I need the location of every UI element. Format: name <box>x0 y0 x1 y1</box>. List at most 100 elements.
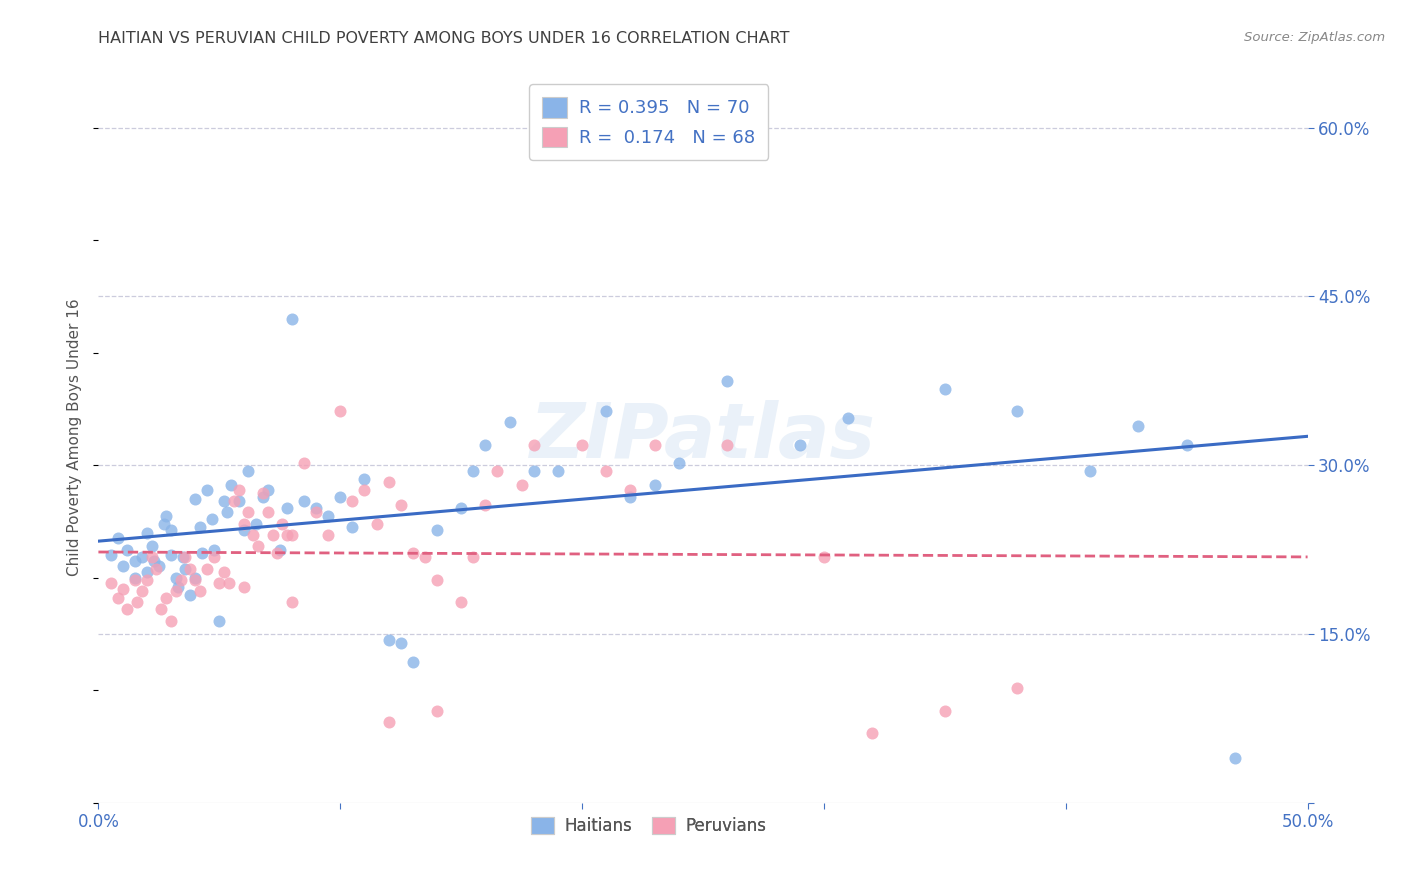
Point <box>329 404 352 418</box>
Point <box>329 490 352 504</box>
Point <box>124 554 146 568</box>
Point <box>1007 681 1029 695</box>
Point <box>281 312 304 326</box>
Point <box>644 478 666 492</box>
Point <box>281 528 304 542</box>
Point <box>276 528 298 542</box>
Point <box>184 491 207 506</box>
Legend: Haitians, Peruvians: Haitians, Peruvians <box>524 811 773 842</box>
Point <box>107 532 129 546</box>
Text: ZIPatlas: ZIPatlas <box>530 401 876 474</box>
Point <box>135 565 157 579</box>
Point <box>377 475 399 489</box>
Point <box>281 595 304 609</box>
Point <box>160 524 183 538</box>
Point <box>160 614 183 628</box>
Point <box>619 483 641 497</box>
Point <box>174 562 197 576</box>
Point <box>366 516 388 531</box>
Point <box>135 573 157 587</box>
Point <box>245 516 267 531</box>
Point <box>486 464 509 478</box>
Point <box>252 486 274 500</box>
Point <box>172 550 194 565</box>
Point <box>292 494 315 508</box>
Point <box>256 506 278 520</box>
Point <box>837 411 859 425</box>
Point <box>135 525 157 540</box>
Point <box>271 516 294 531</box>
Point <box>292 456 315 470</box>
Point <box>111 559 134 574</box>
Point <box>305 506 328 520</box>
Point <box>150 602 173 616</box>
Point <box>212 565 235 579</box>
Point <box>1175 438 1198 452</box>
Point <box>716 438 738 452</box>
Point <box>668 456 690 470</box>
Point <box>377 632 399 647</box>
Point <box>215 506 238 520</box>
Point <box>342 494 364 508</box>
Point <box>450 595 472 609</box>
Point <box>208 614 231 628</box>
Point <box>266 546 288 560</box>
Point <box>252 490 274 504</box>
Point <box>191 546 214 560</box>
Point <box>141 550 163 565</box>
Point <box>218 576 240 591</box>
Point <box>1078 464 1101 478</box>
Point <box>179 588 201 602</box>
Point <box>117 602 139 616</box>
Point <box>389 636 412 650</box>
Point <box>169 573 191 587</box>
Point <box>100 548 122 562</box>
Point <box>155 591 177 605</box>
Point <box>716 374 738 388</box>
Point <box>389 498 412 512</box>
Point <box>463 464 485 478</box>
Point <box>238 506 260 520</box>
Point <box>195 483 218 497</box>
Point <box>124 571 146 585</box>
Point <box>201 512 224 526</box>
Point <box>184 571 207 585</box>
Point <box>131 550 153 565</box>
Point <box>305 500 328 515</box>
Point <box>402 655 425 669</box>
Point <box>208 576 231 591</box>
Point <box>262 528 284 542</box>
Point <box>127 595 149 609</box>
Text: Source: ZipAtlas.com: Source: ZipAtlas.com <box>1244 31 1385 45</box>
Point <box>184 573 207 587</box>
Point <box>143 554 166 568</box>
Point <box>426 573 449 587</box>
Point <box>1223 751 1246 765</box>
Point <box>238 464 260 478</box>
Point <box>152 516 174 531</box>
Point <box>1128 418 1150 433</box>
Point <box>165 584 187 599</box>
Point <box>141 539 163 553</box>
Point <box>247 539 270 553</box>
Point <box>316 508 339 523</box>
Point <box>148 559 170 574</box>
Point <box>1007 404 1029 418</box>
Point <box>222 494 245 508</box>
Point <box>426 704 449 718</box>
Point <box>523 438 546 452</box>
Point <box>474 438 496 452</box>
Point <box>353 483 375 497</box>
Point <box>377 714 399 729</box>
Point <box>117 542 139 557</box>
Point <box>179 562 201 576</box>
Point <box>111 582 134 596</box>
Point <box>188 584 211 599</box>
Point <box>474 498 496 512</box>
Point <box>221 478 243 492</box>
Point <box>402 546 425 560</box>
Point <box>167 580 190 594</box>
Point <box>450 500 472 515</box>
Point <box>813 550 835 565</box>
Point <box>195 562 218 576</box>
